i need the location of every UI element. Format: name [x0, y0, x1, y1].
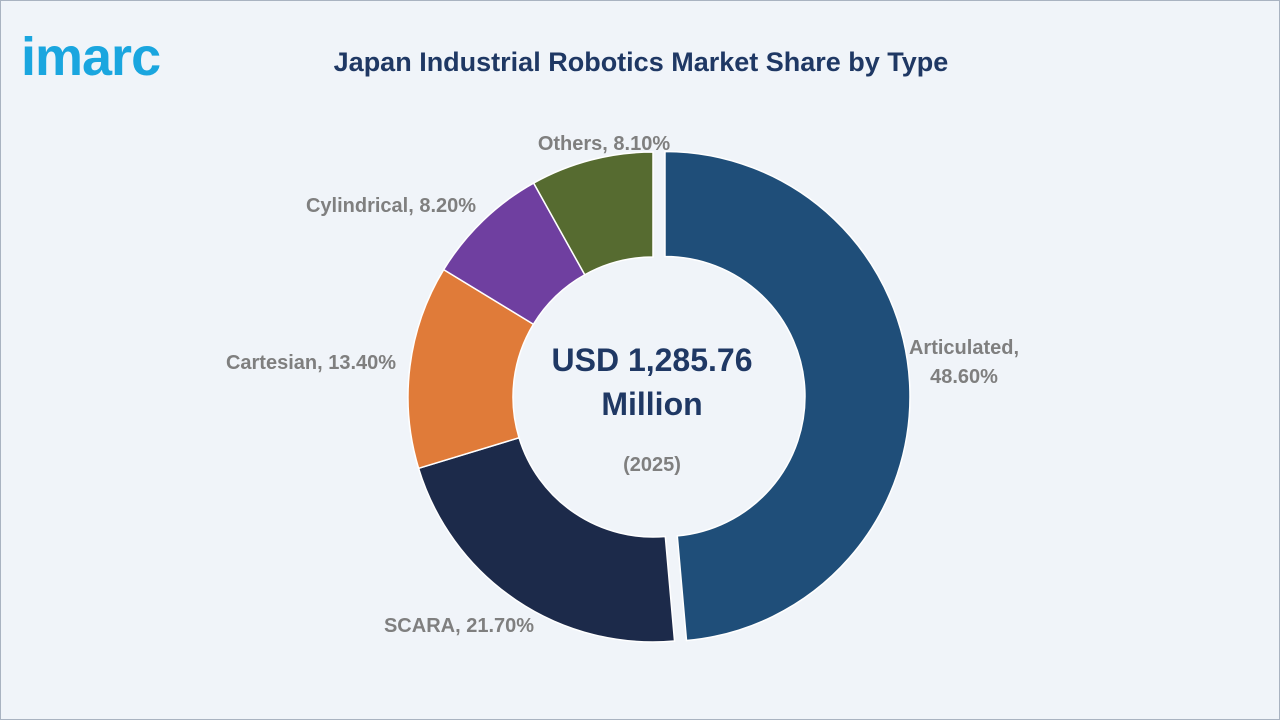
donut-slice-articulated [664, 150, 911, 642]
slice-label-cartesian: Cartesian, 13.40% [226, 352, 396, 374]
slice-label-articulated-pct: 48.60% [930, 366, 998, 388]
slice-label-articulated: Articulated, [909, 337, 1019, 359]
slice-label-cylindrical: Cylindrical, 8.20% [306, 195, 476, 217]
slice-label-scara: SCARA, 21.70% [384, 615, 534, 637]
imarc-logo: imarc [21, 27, 161, 83]
slice-group [407, 150, 911, 643]
donut-slice-scara [417, 436, 676, 643]
center-year: (2025) [623, 454, 681, 476]
donut-slice-others [532, 151, 654, 276]
center-unit: Million [601, 386, 702, 422]
slice-label-others: Others, 8.10% [538, 133, 671, 155]
center-value: USD 1,285.76 [551, 342, 752, 378]
chart-title: Japan Industrial Robotics Market Share b… [333, 47, 949, 77]
logo-text: imarc [21, 27, 160, 83]
